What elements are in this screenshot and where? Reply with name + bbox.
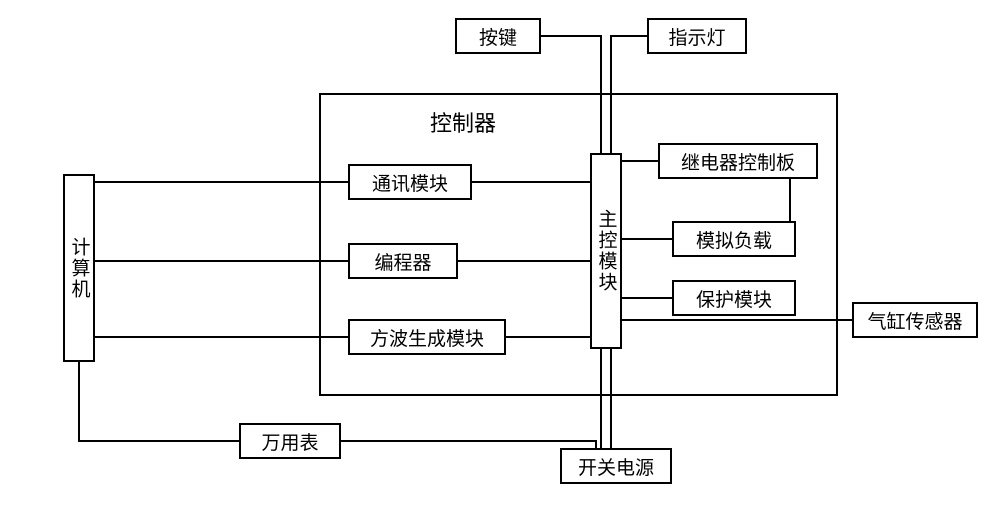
programmer-node: 编程器 — [348, 243, 458, 279]
edge-multimeter-switch_power_h — [341, 441, 596, 448]
computer-node: 计算机 — [63, 174, 95, 362]
analog_load-node: 模拟负载 — [672, 221, 796, 257]
main_control-label: 主控模块 — [593, 209, 620, 293]
controller_title: 控制器 — [430, 106, 496, 138]
relay_board-node: 继电器控制板 — [658, 143, 818, 179]
computer-label: 计算机 — [66, 237, 93, 300]
comm_module-node: 通讯模块 — [348, 164, 472, 200]
switch_power-node: 开关电源 — [560, 448, 672, 484]
multimeter-node: 万用表 — [239, 423, 341, 459]
protect_module-node: 保护模块 — [672, 280, 796, 316]
cylinder_sensor-node: 气缸传感器 — [852, 302, 978, 338]
edge-computer-multimeter — [79, 362, 239, 441]
square_wave-node: 方波生成模块 — [348, 319, 506, 355]
indicator-node: 指示灯 — [647, 18, 747, 54]
button_key-node: 按键 — [455, 18, 541, 54]
main_control-node: 主控模块 — [590, 153, 622, 349]
